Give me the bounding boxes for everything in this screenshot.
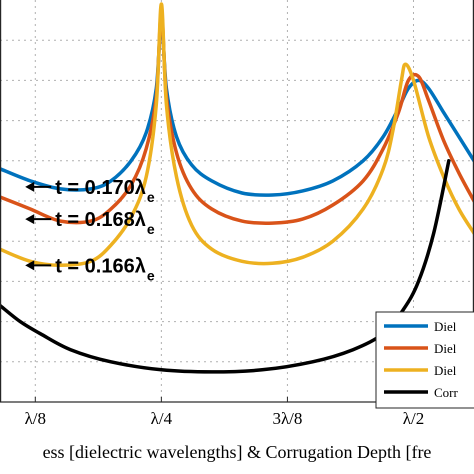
- annotation-2: t = 0.166λ e: [25, 255, 155, 283]
- x-tick-label-1: λ/4: [151, 409, 173, 428]
- annotation-arrowhead-0: [25, 181, 35, 192]
- legend-label-1: Diel: [434, 341, 457, 356]
- series-line-2: [0, 2, 474, 268]
- annotation-arrowhead-1: [25, 214, 35, 225]
- x-tick-label-0: λ/8: [25, 409, 46, 428]
- legend: Diel Diel Diel Corr: [375, 311, 474, 409]
- axes-frame: [0, 0, 474, 403]
- legend-label-2: Diel: [434, 363, 457, 378]
- annotation-subscript-2: e: [147, 267, 155, 283]
- annotation-label-1: t = 0.168λ: [55, 209, 146, 231]
- grid-lines: [0, 0, 474, 402]
- annotation-subscript-0: e: [147, 189, 155, 205]
- series-line-1: [0, 10, 474, 225]
- legend-label-0: Diel: [434, 319, 457, 334]
- annotation-subscript-1: e: [147, 221, 155, 237]
- annotations: t = 0.170λ et = 0.168λ et = 0.166λ e: [25, 177, 155, 283]
- annotation-0: t = 0.170λ e: [25, 177, 155, 205]
- annotation-label-2: t = 0.166λ: [55, 255, 146, 277]
- x-axis-label: ess [dielectric wavelengths] & Corrugati…: [43, 442, 432, 462]
- x-tick-labels: λ/8 λ/4 3λ/8 λ/2: [25, 397, 424, 428]
- annotation-arrowhead-2: [25, 260, 35, 271]
- series-line-0: [0, 18, 474, 197]
- series-lines: [0, 2, 474, 374]
- legend-label-3: Corr: [434, 385, 459, 400]
- series-line-3: [0, 159, 451, 374]
- x-tick-label-3: λ/2: [403, 409, 424, 428]
- annotation-1: t = 0.168λ e: [25, 209, 155, 237]
- annotation-label-0: t = 0.170λ: [55, 177, 146, 199]
- x-tick-label-2: 3λ/8: [272, 409, 302, 428]
